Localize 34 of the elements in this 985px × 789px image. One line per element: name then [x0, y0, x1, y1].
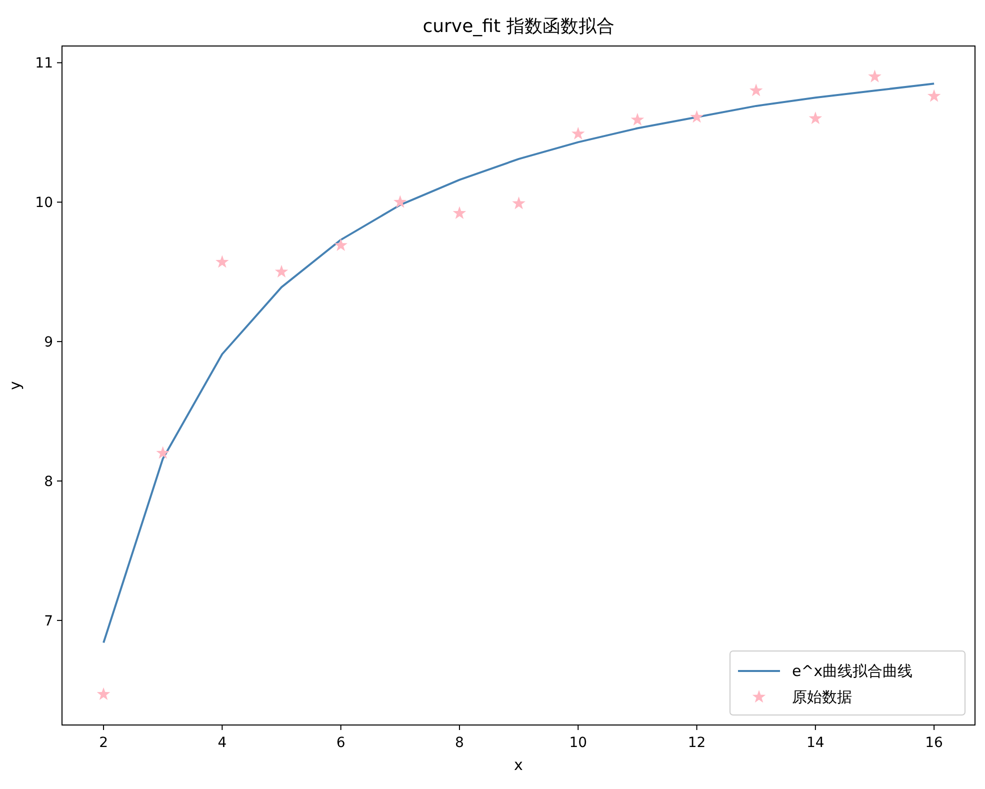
x-tick-label: 2	[99, 735, 108, 751]
chart-title: curve_fit 指数函数拟合	[422, 16, 614, 37]
point	[96, 687, 110, 700]
point	[512, 196, 526, 210]
x-tick-label: 6	[336, 735, 346, 751]
line-series	[102, 82, 936, 644]
x-tick-label: 14	[806, 735, 824, 751]
point	[927, 89, 941, 102]
y-tick-label: 11	[35, 56, 53, 72]
point	[334, 238, 348, 252]
y-tick-label: 9	[44, 334, 53, 351]
x-tick-label: 12	[688, 735, 706, 751]
point	[630, 112, 644, 126]
y-tick-label: 7	[44, 613, 53, 630]
point	[690, 110, 704, 123]
x-tick-label: 8	[455, 735, 464, 751]
point	[749, 84, 763, 96]
point	[156, 446, 170, 459]
x-tick-label: 10	[569, 735, 588, 751]
x-tick-label: 16	[925, 735, 944, 751]
point	[216, 255, 229, 268]
point	[868, 70, 882, 82]
y-axis-title: y	[6, 380, 24, 390]
point	[274, 264, 288, 278]
y-tick-label: 10	[35, 195, 53, 212]
point	[571, 126, 585, 140]
y-tick-label: 8	[44, 474, 53, 490]
legend-label: 原始数据	[792, 688, 852, 706]
x-axis-title: x	[514, 756, 524, 774]
point	[452, 206, 466, 219]
x-tick-label: 4	[218, 735, 227, 751]
point	[808, 112, 822, 124]
legend-label: e^x曲线拟合曲线	[792, 662, 913, 680]
point	[393, 195, 407, 208]
